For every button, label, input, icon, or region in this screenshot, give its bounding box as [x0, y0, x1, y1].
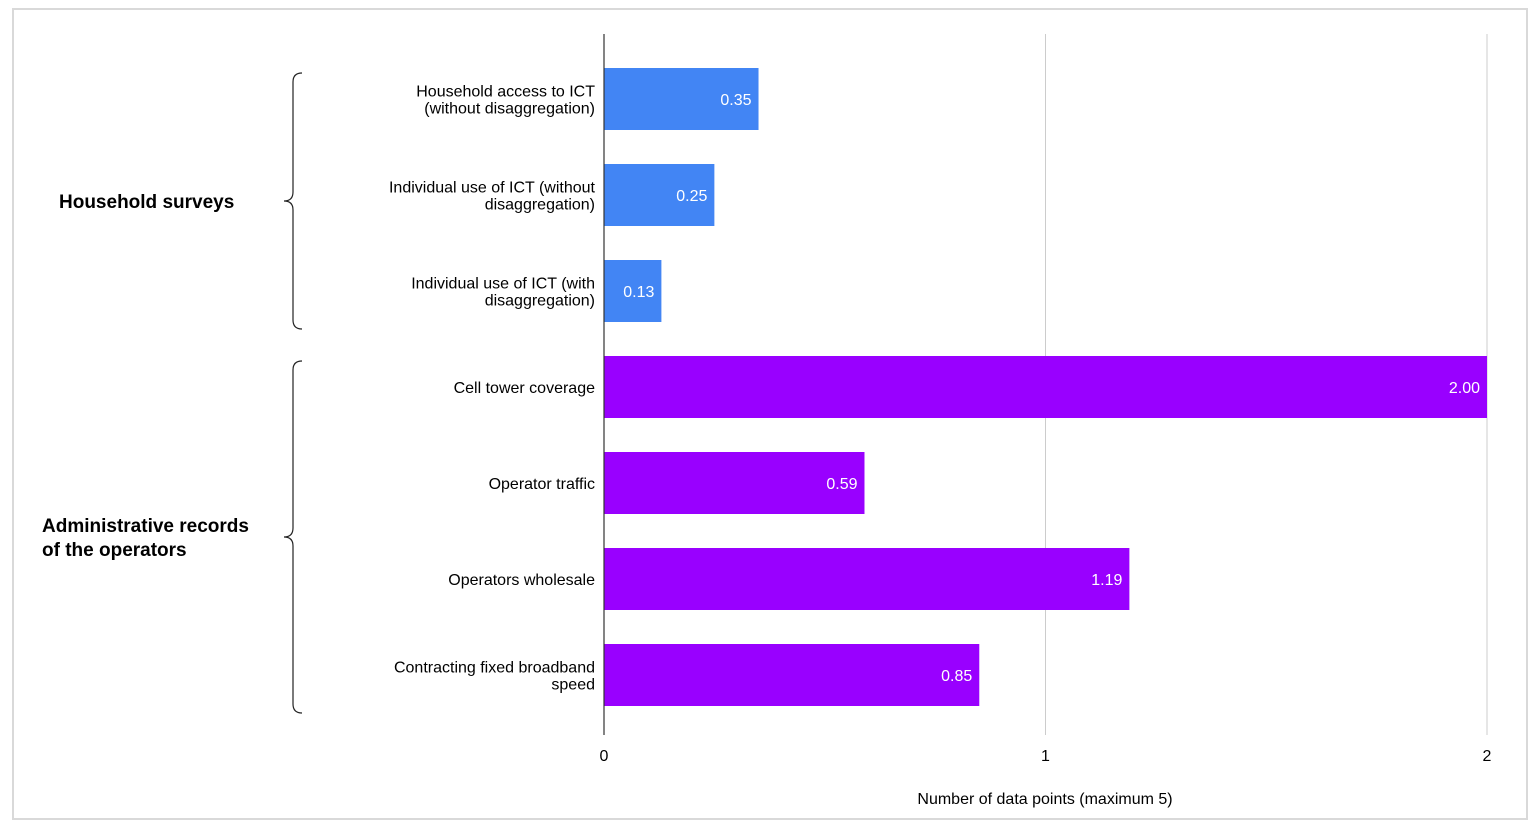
- bar-value-label: 0.59: [826, 476, 857, 493]
- group-label: Administrative records: [42, 516, 249, 537]
- category-label: Individual use of ICT (with: [411, 276, 595, 293]
- group-brace: [283, 72, 303, 330]
- bar-value-label: 0.85: [941, 668, 972, 685]
- category-label: speed: [551, 677, 595, 694]
- group-labels: Household surveys Administrative records o…: [42, 192, 249, 561]
- bars: 0.35 0.25 0.13 2.00 0.59 1.19 0.85: [604, 68, 1487, 706]
- group-brace: [283, 360, 303, 714]
- bar-value-label: 1.19: [1091, 572, 1122, 589]
- bar: [604, 164, 715, 226]
- group-label: Household surveys: [59, 192, 234, 213]
- bar: [604, 548, 1130, 610]
- category-label: Operators wholesale: [448, 572, 595, 589]
- category-labels: Household access to ICT(without disaggre…: [389, 84, 596, 694]
- bar: [604, 644, 980, 706]
- bar-value-label: 0.35: [720, 92, 751, 109]
- group-label: of the operators: [42, 540, 187, 561]
- category-label: Contracting fixed broadband: [394, 660, 595, 677]
- x-tick-label: 1: [1041, 748, 1050, 765]
- bar: [604, 68, 759, 130]
- category-label: Household access to ICT: [416, 84, 595, 101]
- x-tick-label: 0: [600, 748, 609, 765]
- bar-value-label: 0.13: [623, 284, 654, 301]
- bar-value-label: 0.25: [676, 188, 707, 205]
- category-label: disaggregation): [485, 197, 595, 214]
- x-tick-labels: 0 1 2: [600, 748, 1492, 765]
- bar-value-label: 2.00: [1449, 380, 1480, 397]
- group-braces: [283, 72, 303, 714]
- x-axis-title: Number of data points (maximum 5): [917, 791, 1172, 808]
- category-label: disaggregation): [485, 293, 595, 310]
- category-label: Cell tower coverage: [454, 380, 596, 397]
- category-label: Operator traffic: [489, 476, 595, 493]
- bar: [604, 452, 865, 514]
- bar: [604, 260, 662, 322]
- bar: [604, 356, 1487, 418]
- category-label: (without disaggregation): [424, 101, 595, 118]
- x-tick-label: 2: [1483, 748, 1492, 765]
- category-label: Individual use of ICT (without: [389, 180, 596, 197]
